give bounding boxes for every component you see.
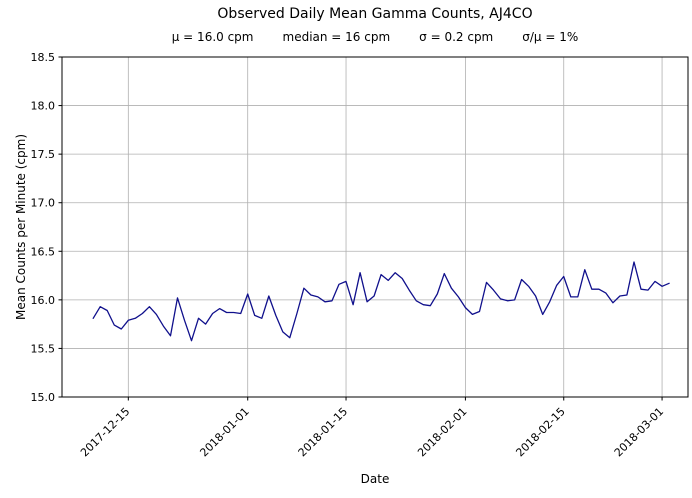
stat-sigma: σ = 0.2 cpm xyxy=(419,30,494,44)
y-tick-label: 16.5 xyxy=(31,245,56,258)
y-tick-label: 17.0 xyxy=(31,197,56,210)
stats-row: μ = 16.0 cpm median = 16 cpm σ = 0.2 cpm… xyxy=(62,30,688,44)
stat-median: median = 16 cpm xyxy=(282,30,391,44)
y-tick-label: 15.5 xyxy=(31,342,56,355)
gamma-counts-line xyxy=(92,261,670,342)
x-tick-label: 2018-01-01 xyxy=(197,405,251,459)
y-tick-label: 16.0 xyxy=(31,294,56,307)
y-tick-label: 17.5 xyxy=(31,148,56,161)
chart-title: Observed Daily Mean Gamma Counts, AJ4CO xyxy=(217,6,533,22)
stat-sigma-over-mu: σ/μ = 1% xyxy=(522,30,579,44)
x-tick-label: 2018-02-15 xyxy=(513,405,567,459)
stat-mean: μ = 16.0 cpm xyxy=(171,30,254,44)
y-tick-label: 18.5 xyxy=(31,51,56,64)
x-tick-label: 2018-02-01 xyxy=(415,405,469,459)
x-axis-label: Date xyxy=(360,472,390,486)
y-tick-label: 15.0 xyxy=(31,391,56,404)
y-tick-label: 18.0 xyxy=(31,100,56,113)
plot-border xyxy=(61,56,689,398)
x-tick-label: 2017-12-15 xyxy=(78,405,132,459)
x-tick-label: 2018-03-01 xyxy=(612,405,666,459)
x-tick-label: 2018-01-15 xyxy=(296,405,350,459)
